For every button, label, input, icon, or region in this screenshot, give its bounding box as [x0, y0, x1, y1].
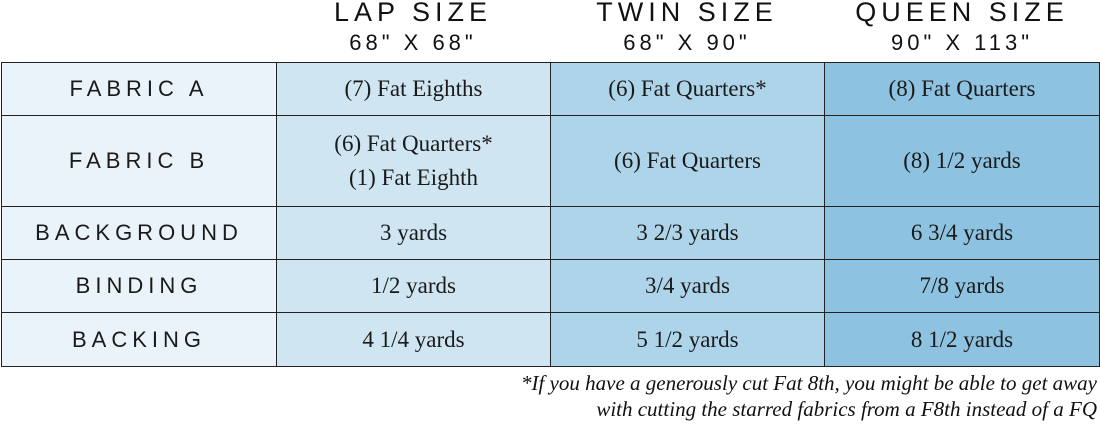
- cell-text: (6) Fat Quarters*: [608, 76, 767, 101]
- table-cell: 3 2/3 yards: [550, 206, 825, 260]
- column-header-lap: LAP SIZE 68" X 68": [276, 0, 550, 62]
- table-row: BACKING 4 1/4 yards 5 1/2 yards 8 1/2 ya…: [1, 312, 1100, 367]
- table-cell: (8) 1/2 yards: [824, 115, 1100, 207]
- cell-text: 3 2/3 yards: [636, 220, 739, 245]
- footnote: *If you have a generously cut Fat 8th, y…: [521, 370, 1097, 422]
- table-cell: (7) Fat Eighths: [276, 62, 551, 116]
- column-dimensions: 90" X 113": [890, 30, 1034, 55]
- column-dimensions: 68" X 68": [349, 30, 477, 55]
- cell-text: 3/4 yards: [645, 273, 730, 298]
- footnote-line: *If you have a generously cut Fat 8th, y…: [520, 371, 1097, 395]
- cell-text: 8 1/2 yards: [910, 326, 1014, 352]
- cell-text: 5 1/2 yards: [636, 326, 739, 352]
- table-cell: (6) Fat Quarters*: [550, 62, 825, 116]
- column-title: LAP SIZE: [333, 0, 493, 27]
- cell-text: (8) 1/2 yards: [903, 148, 1021, 173]
- cell-text: 1/2 yards: [371, 273, 456, 298]
- table-cell: 8 1/2 yards: [824, 312, 1100, 367]
- column-dimensions: 68" X 90": [623, 30, 751, 55]
- row-label-fabric-b: FABRIC B: [1, 115, 277, 207]
- table-cell: 5 1/2 yards: [550, 312, 825, 367]
- table-row: FABRIC A (7) Fat Eighths (6) Fat Quarter…: [1, 62, 1100, 116]
- cell-text: (8) Fat Quarters: [888, 76, 1036, 101]
- column-header-queen: QUEEN SIZE 90" X 113": [824, 0, 1100, 62]
- table-row: BINDING 1/2 yards 3/4 yards 7/8 yards: [1, 259, 1100, 313]
- table-cell: (8) Fat Quarters: [824, 62, 1100, 116]
- table-cell: 3 yards: [276, 206, 551, 260]
- row-label-fabric-a: FABRIC A: [1, 62, 277, 116]
- column-title: TWIN SIZE: [596, 0, 778, 27]
- column-header-twin: TWIN SIZE 68" X 90": [550, 0, 824, 62]
- table-cell: 1/2 yards: [276, 259, 551, 313]
- table-cell: 7/8 yards: [824, 259, 1100, 313]
- cell-text: 6 3/4 yards: [910, 220, 1014, 245]
- cell-text: (7) Fat Eighths: [344, 76, 483, 101]
- column-title: QUEEN SIZE: [855, 0, 1069, 27]
- cell-text: 4 1/4 yards: [362, 326, 465, 352]
- cell-text: (6) Fat Quarters*: [334, 131, 493, 156]
- row-label-backing: BACKING: [1, 312, 277, 367]
- table-cell: 6 3/4 yards: [824, 206, 1100, 260]
- table-cell: 3/4 yards: [550, 259, 825, 313]
- fabric-requirements-table: FABRIC A (7) Fat Eighths (6) Fat Quarter…: [1, 62, 1100, 367]
- table-row: FABRIC B (6) Fat Quarters* (1) Fat Eight…: [1, 115, 1100, 207]
- table-cell: (6) Fat Quarters* (1) Fat Eighth: [276, 115, 551, 207]
- footnote-line: with cutting the starred fabrics from a …: [596, 397, 1097, 421]
- table-cell: (6) Fat Quarters: [550, 115, 825, 207]
- cell-text-second-line: (1) Fat Eighth: [348, 165, 479, 190]
- cell-text: 3 yards: [379, 220, 448, 245]
- table-row: BACKGROUND 3 yards 3 2/3 yards 6 3/4 yar…: [1, 206, 1100, 260]
- row-label-binding: BINDING: [1, 259, 277, 313]
- row-label-background: BACKGROUND: [1, 206, 277, 260]
- table-cell: 4 1/4 yards: [276, 312, 551, 367]
- cell-text: (6) Fat Quarters: [614, 148, 761, 173]
- cell-text: 7/8 yards: [919, 273, 1005, 298]
